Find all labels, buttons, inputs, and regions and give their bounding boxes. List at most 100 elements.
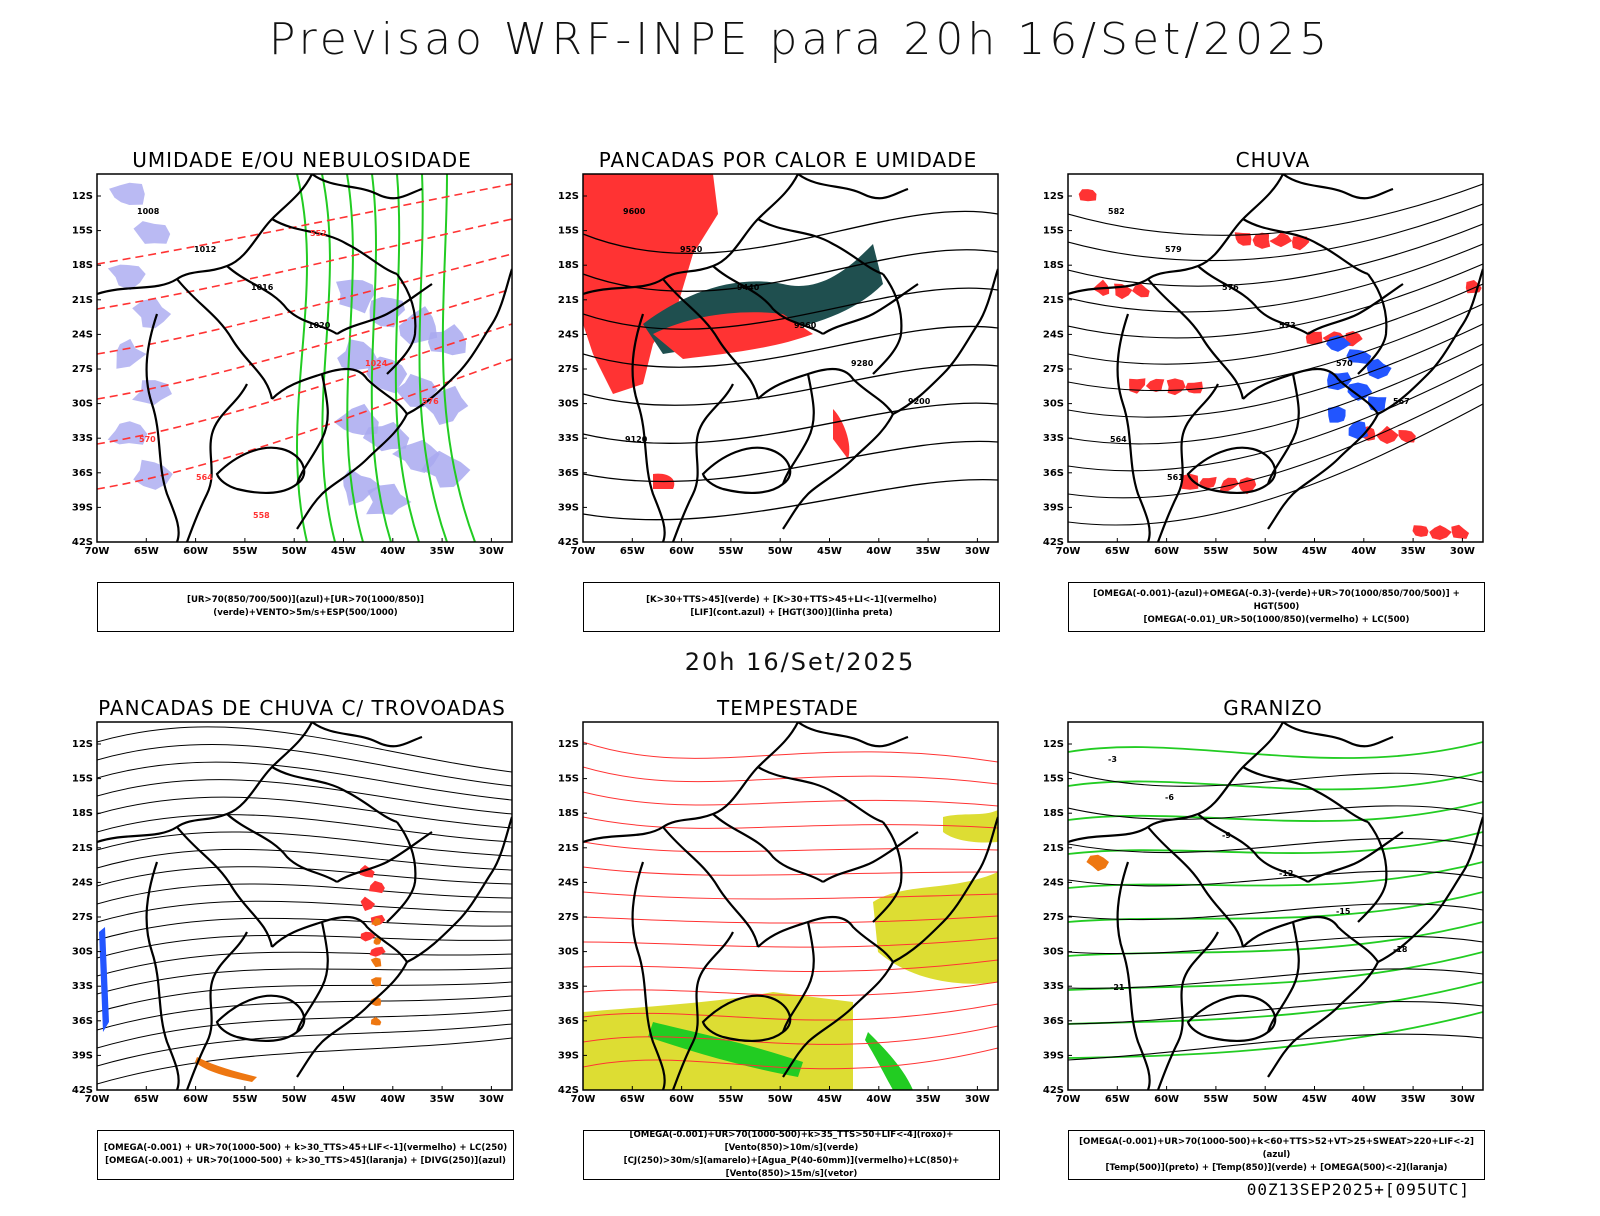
latitude-label: 27S [1043,912,1064,923]
contour-label: 567 [1393,397,1410,406]
contour-label: -9 [1222,831,1231,840]
contour-label: 576 [1222,283,1239,292]
longitude-label: 70W [1056,546,1081,557]
latitude-label: 24S [1043,329,1064,340]
longitude-label: 40W [866,546,891,557]
latitude-label: 30S [558,399,579,410]
longitude-label: 30W [479,1094,504,1105]
latitude-label: 36S [72,1016,93,1027]
latitude-label: 18S [72,808,93,819]
contour-label: 1008 [137,207,160,216]
latitude-label: 12S [72,191,93,202]
humidity-area [395,373,438,408]
latitude-label: 12S [1043,191,1064,202]
longitude-label: 40W [380,1094,405,1105]
latitude-label: 12S [1043,739,1064,750]
map-panel-1: UMIDADE E/OU NEBULOSIDADE 1008 1012 1016 102… [62,148,542,668]
map-legend: [OMEGA(-0.001)+UR>70(1000-500)+k>35_TTS>… [583,1130,1000,1180]
latitude-label: 15S [558,226,579,237]
longitude-label: 50W [282,546,307,557]
contour-label: 1024 [365,359,388,368]
longitude-label: 70W [571,1094,596,1105]
contour-label: 576 [422,397,439,406]
legend-line: [K>30+TTS>45](verde) + [K>30+TTS>45+LI<-… [646,595,937,605]
legend-line: [OMEGA(-0.001) + UR>70(1000-500) + k>30_… [105,1156,506,1166]
legend-line: [UR>70(850/700/500)](azul)+[UR>70(1000/8… [187,595,424,618]
longitude-label: 50W [1253,546,1278,557]
map-legend: [OMEGA(-0.001)+UR>70(1000-500)+k<60+TTS>… [1068,1130,1485,1180]
map-legend: [OMEGA(-0.001)-(azul)+OMEGA(-0.3)-(verde… [1068,582,1485,632]
latitude-label: 24S [72,329,93,340]
contour-label: 558 [253,511,270,520]
longitude-label: 30W [965,546,990,557]
longitude-label: 65W [620,546,645,557]
legend-line: [OMEGA(-0.001)-(azul)+OMEGA(-0.3)-(verde… [1093,588,1460,612]
contour-label: 570 [139,435,156,444]
latitude-label: 24S [1043,877,1064,888]
panel-title: GRANIZO [1223,696,1323,720]
weather-map: 1008 1012 1016 1020 1024 576 570 564 558 552 12S 15… [72,173,513,557]
latitude-label: 39S [1043,1050,1064,1061]
map-panel-2: PANCADAS POR CALOR E UMIDADE 9600 9520 9440… [548,148,1028,668]
longitude-label: 35W [1401,546,1426,557]
longitude-label: 65W [1105,546,1130,557]
longitude-label: 55W [1203,546,1228,557]
longitude-label: 40W [866,1094,891,1105]
longitude-label: 35W [430,1094,455,1105]
longitude-label: 60W [1154,1094,1179,1105]
map-panel-6: GRANIZO -3 -6 -9 -12 -15 -18 -21 12S 15S 18S 21S 24S… [1033,696,1513,1216]
longitude-label: 35W [916,546,941,557]
longitude-label: 60W [1154,546,1179,557]
latitude-label: 12S [72,739,93,750]
longitude-label: 70W [85,546,110,557]
legend-line: [OMEGA(-0.001)+UR>70(1000-500)+k<60+TTS>… [1079,1136,1474,1160]
latitude-label: 30S [72,947,93,958]
longitude-label: 70W [1056,1094,1081,1105]
map-legend: [UR>70(850/700/500)](azul)+[UR>70(1000/8… [97,582,514,632]
latitude-label: 15S [1043,774,1064,785]
longitude-label: 40W [1351,1094,1376,1105]
latitude-label: 21S [1043,843,1064,854]
longitude-label: 60W [669,546,694,557]
contour-label: 1012 [194,245,216,254]
latitude-label: 21S [72,843,93,854]
contour-label: 552 [310,229,327,238]
latitude-label: 27S [558,912,579,923]
latitude-label: 42S [558,1085,579,1096]
humidity-area [336,279,375,314]
latitude-label: 30S [1043,399,1064,410]
latitude-label: 15S [72,774,93,785]
legend-line: [OMEGA(-0.01)_UR>50(1000/850)(vermelho) … [1143,614,1410,625]
longitude-label: 65W [134,546,159,557]
latitude-label: 15S [1043,226,1064,237]
humidity-area [398,306,438,345]
latitude-label: 27S [1043,364,1064,375]
latitude-label: 15S [72,226,93,237]
latitude-label: 42S [1043,1085,1064,1096]
longitude-label: 60W [183,546,208,557]
longitude-label: 45W [331,1094,356,1105]
latitude-label: 30S [1043,947,1064,958]
contour-label: -15 [1336,907,1351,916]
contour-label: -12 [1279,869,1293,878]
contour-label: 1020 [308,321,331,330]
longitude-label: 70W [85,1094,110,1105]
legend-line: [Temp(500)](preto) + [Temp(850)](verde) … [1105,1162,1448,1173]
latitude-label: 39S [558,502,579,513]
latitude-label: 21S [558,843,579,854]
longitude-label: 45W [817,546,842,557]
contour-label: -18 [1393,945,1408,954]
latitude-label: 30S [72,399,93,410]
legend-line: [LIF](cont.azul) + [HGT(300)](linha pret… [690,608,893,618]
longitude-label: 40W [1351,546,1376,557]
longitude-label: 30W [1450,1094,1475,1105]
latitude-label: 18S [1043,808,1064,819]
page-title: Previsao WRF-INPE para 20h 16/Set/2025 [268,14,1332,65]
panel-title: CHUVA [1235,148,1311,172]
contour-label: 1016 [251,283,274,292]
map-legend: [OMEGA(-0.001) + UR>70(1000-500) + k>30_… [97,1130,514,1180]
latitude-label: 30S [558,947,579,958]
longitude-label: 60W [669,1094,694,1105]
latitude-label: 36S [558,468,579,479]
